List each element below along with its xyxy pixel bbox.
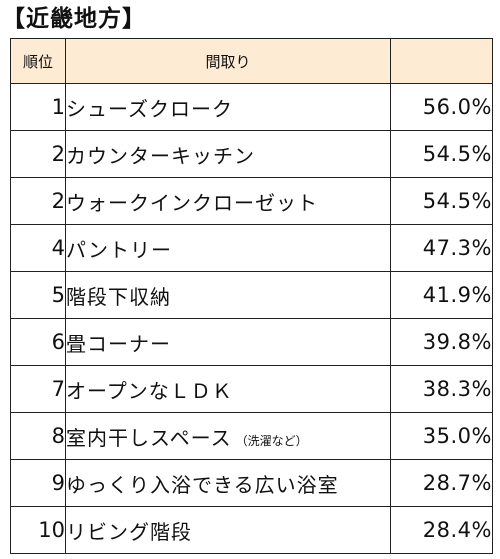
rank-cell: 1 (10, 83, 66, 131)
table-row: 4 パントリー 47.3% (10, 224, 493, 272)
layout-cell: ゆっくり入浴できる広い浴室 (65, 459, 391, 507)
layout-cell: オープンなＬＤＫ (65, 365, 391, 413)
layout-label: 階段下収納 (66, 284, 171, 309)
percent-cell: 39.8% (390, 318, 493, 366)
table-row: 9 ゆっくり入浴できる広い浴室 28.7% (10, 459, 493, 507)
layout-cell: パントリー (65, 224, 391, 272)
rank-cell: 7 (10, 365, 66, 413)
percent-cell: 38.3% (390, 365, 493, 413)
table-row: 6 畳コーナー 39.8% (10, 318, 493, 366)
percent-cell: 35.0% (390, 412, 493, 460)
rank-cell: 2 (10, 177, 66, 225)
layout-cell: リビング階段 (65, 506, 391, 554)
table-row: 8 室内干しスペース （洗濯など） 35.0% (10, 412, 493, 460)
rank-cell: 2 (10, 130, 66, 178)
percent-cell: 47.3% (390, 224, 493, 272)
percent-cell: 41.9% (390, 271, 493, 319)
layout-cell: シューズクローク (65, 83, 391, 131)
page-title: 【近畿地方】 (2, 6, 146, 32)
layout-label: リビング階段 (66, 519, 192, 544)
layout-label: 室内干しスペース (66, 425, 232, 450)
header-rank: 順位 (10, 38, 66, 84)
layout-cell: 階段下収納 (65, 271, 391, 319)
percent-cell: 54.5% (390, 177, 493, 225)
table-row: 2 カウンターキッチン 54.5% (10, 130, 493, 178)
table-row: 2 ウォークインクローゼット 54.5% (10, 177, 493, 225)
layout-cell: 畳コーナー (65, 318, 391, 366)
percent-cell: 28.7% (390, 459, 493, 507)
layout-label: カウンターキッチン (66, 143, 255, 168)
layout-label: ゆっくり入浴できる広い浴室 (66, 472, 339, 497)
layout-cell: 室内干しスペース （洗濯など） (65, 412, 391, 460)
header-percent (390, 38, 493, 84)
percent-cell: 28.4% (390, 506, 493, 554)
layout-cell: ウォークインクローゼット (65, 177, 391, 225)
layout-cell: カウンターキッチン (65, 130, 391, 178)
layout-note: （洗濯など） (235, 433, 308, 448)
table-row: 7 オープンなＬＤＫ 38.3% (10, 365, 493, 413)
rank-cell: 4 (10, 224, 66, 272)
layout-label: オープンなＬＤＫ (66, 378, 233, 403)
header-layout: 間取り (65, 38, 391, 84)
table-row: 5 階段下収納 41.9% (10, 271, 493, 319)
rank-cell: 9 (10, 459, 66, 507)
ranking-table: 順位 間取り 1 シューズクローク 56.0% 2 カウンターキッチン 54.5… (10, 38, 493, 554)
layout-label: パントリー (66, 237, 172, 262)
rank-cell: 5 (10, 271, 66, 319)
rank-cell: 10 (10, 506, 66, 554)
percent-cell: 54.5% (390, 130, 493, 178)
table-header-row: 順位 間取り (10, 38, 493, 84)
layout-label: 畳コーナー (66, 331, 171, 356)
layout-label: シューズクローク (66, 96, 233, 121)
rank-cell: 8 (10, 412, 66, 460)
table-row: 10 リビング階段 28.4% (10, 506, 493, 554)
percent-cell: 56.0% (390, 83, 493, 131)
rank-cell: 6 (10, 318, 66, 366)
layout-label: ウォークインクローゼット (66, 190, 318, 215)
table-row: 1 シューズクローク 56.0% (10, 83, 493, 131)
